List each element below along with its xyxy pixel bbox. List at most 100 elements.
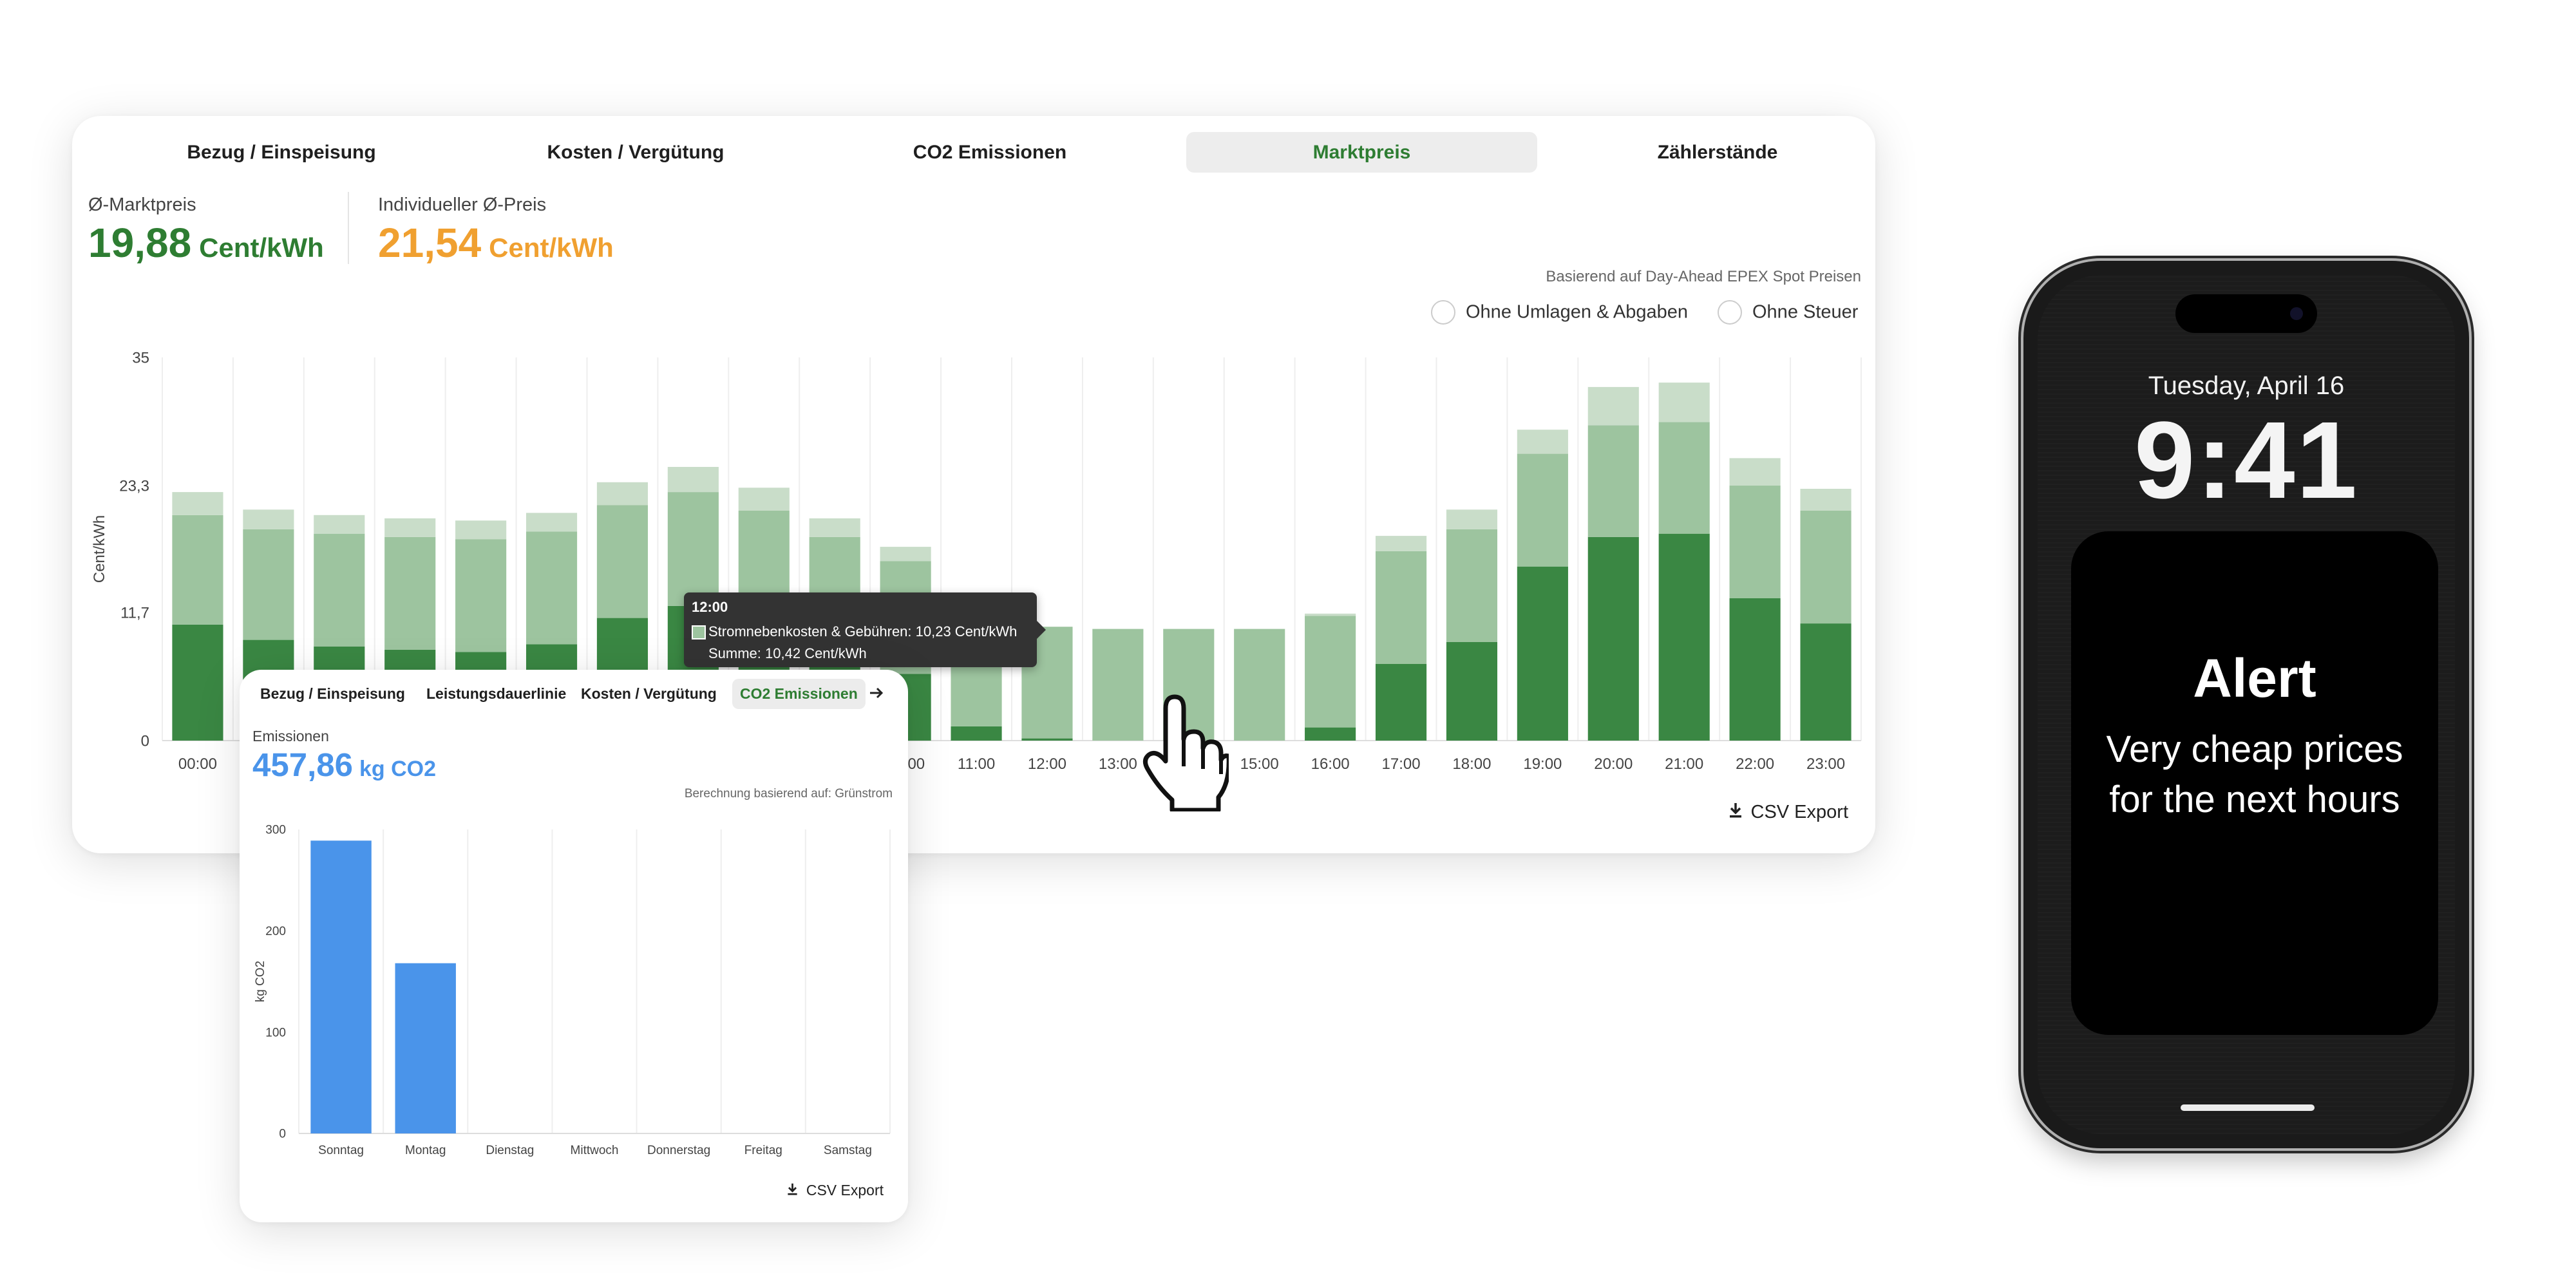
x-tick-label: 15:00 (1240, 755, 1279, 773)
bar-segment (738, 488, 790, 511)
bar-segment (243, 529, 294, 640)
bar-segment (455, 520, 507, 540)
camera-icon (2290, 307, 2303, 320)
csv-export-button-2[interactable]: CSV Export (786, 1182, 884, 1200)
bar-segment (1800, 489, 1852, 511)
tab-bezug-einspeisung[interactable]: Bezug / Einspeisung (187, 142, 376, 163)
bar-segment (880, 547, 931, 562)
x-tick-label: 11:00 (958, 755, 995, 773)
bar-segment (1658, 422, 1710, 534)
y-tick-label: 11,7 (120, 605, 149, 622)
bar-segment (1446, 642, 1498, 741)
bar-segment (243, 509, 294, 529)
x-tick-label: Montag (405, 1144, 446, 1157)
bar-segment (809, 518, 860, 537)
x-tick-label: 19:00 (1523, 755, 1562, 773)
tooltip-row: Stromnebenkosten & Gebühren: 10,23 Cent/… (708, 623, 1018, 639)
kpi-divider (348, 192, 349, 264)
bar-segment (1375, 664, 1427, 741)
tab-marktpreis[interactable]: Marktpreis (1186, 132, 1537, 173)
bar-segment (1587, 425, 1639, 537)
phone-volume-up-button (2020, 489, 2025, 560)
x-tick-label: Dienstag (486, 1144, 534, 1157)
bar-segment (1729, 458, 1781, 486)
x-tick-label: 22:00 (1736, 755, 1774, 773)
bar-segment (1092, 629, 1144, 741)
bar-segment (1305, 616, 1356, 728)
phone-volume-down-button (2020, 573, 2025, 644)
y-tick-label: 0 (141, 732, 149, 750)
option-ohne-umlagen[interactable]: Ohne Umlagen & Abgaben (1431, 300, 1688, 325)
tab2-co2-emissionen[interactable]: CO2 Emissionen (732, 679, 866, 709)
bar-segment (314, 515, 365, 534)
bar-segment (384, 536, 436, 650)
tab-zaehlerstaende[interactable]: Zählerstände (1657, 142, 1778, 163)
x-tick-label: Mittwoch (571, 1144, 619, 1157)
bar-segment (1800, 511, 1852, 624)
alert-notification[interactable]: Alert Very cheap prices for the next hou… (2071, 531, 2438, 1035)
x-tick-label: Sonntag (318, 1144, 364, 1157)
alert-title: Alert (2193, 648, 2316, 708)
bar-segment (1729, 485, 1781, 598)
kpi-individual-number: 21,54 (378, 220, 482, 266)
arrow-right-icon[interactable] (867, 684, 886, 705)
bar-segment (1658, 383, 1710, 422)
kpi-market-value: 19,88 Cent/kWh (88, 219, 324, 267)
radio-circle[interactable] (1718, 300, 1742, 325)
x-tick-label: Samstag (824, 1144, 872, 1157)
x-tick-label: 13:00 (1099, 755, 1137, 773)
bar-segment (172, 515, 223, 625)
phone-mockup: Tuesday, April 16 9:41 Alert Very cheap … (2023, 261, 2469, 1148)
phone-action-button (2020, 425, 2025, 464)
kpi-individual-unit: Cent/kWh (489, 232, 614, 263)
csv-export-label-2: CSV Export (806, 1182, 884, 1198)
kpi-market-number: 19,88 (88, 220, 192, 266)
tooltip-time: 12:00 (692, 599, 728, 615)
bar-segment (455, 539, 507, 652)
tab2-bezug-einspeisung[interactable]: Bezug / Einspeisung (260, 685, 405, 702)
bar-segment (314, 533, 365, 647)
bar-segment (172, 492, 223, 515)
tooltip-sum: Summe: 10,42 Cent/kWh (708, 645, 867, 661)
x-tick-label: 00:00 (178, 755, 217, 773)
y-tick-label: 100 (265, 1026, 286, 1039)
bar-segment (526, 513, 578, 532)
bar-segment (526, 531, 578, 645)
kpi-market-label: Ø-Marktpreis (88, 194, 196, 215)
co2-emissions-card: Bezug / Einspeisung Leistungsdauerlinie … (240, 670, 908, 1222)
bar-segment (1587, 536, 1639, 741)
x-tick-label: 17:00 (1382, 755, 1421, 773)
tab2-leistungsdauerlinie[interactable]: Leistungsdauerlinie (426, 685, 567, 702)
y-axis-label: Cent/kWh (91, 515, 108, 583)
kpi-individual-label: Individueller Ø-Preis (378, 194, 547, 215)
bar-segment (1375, 536, 1427, 551)
bar-segment (1305, 613, 1356, 616)
kpi-individual-value: 21,54 Cent/kWh (378, 219, 614, 267)
x-tick-label: 16:00 (1311, 755, 1350, 773)
emissions-label: Emissionen (252, 728, 329, 744)
bar-segment (395, 963, 456, 1133)
tab-co2-emissionen[interactable]: CO2 Emissionen (913, 142, 1067, 163)
emissions-number: 457,86 (252, 746, 353, 783)
tab-kosten-verguetung[interactable]: Kosten / Vergütung (547, 142, 724, 163)
lock-screen-time: 9:41 (2134, 399, 2359, 522)
chart-tooltip: 12:00 Stromnebenkosten & Gebühren: 10,23… (684, 592, 1046, 667)
y-tick-label: 200 (265, 925, 286, 938)
csv-export-label: CSV Export (1750, 802, 1849, 822)
home-indicator[interactable] (2181, 1104, 2315, 1111)
x-tick-label: Donnerstag (647, 1144, 710, 1157)
bar-segment (1517, 453, 1568, 567)
csv-export-button[interactable]: CSV Export (1728, 802, 1849, 824)
y-tick-label: 35 (132, 349, 149, 366)
bar-segment (596, 505, 649, 618)
bar-segment (596, 482, 649, 506)
radio-circle[interactable] (1431, 300, 1455, 325)
option-ohne-steuer[interactable]: Ohne Steuer (1718, 300, 1858, 325)
phone-power-button (2468, 515, 2473, 625)
tab2-kosten-verguetung[interactable]: Kosten / Vergütung (581, 685, 717, 702)
bar-segment (1446, 529, 1498, 642)
dynamic-island (2175, 294, 2317, 333)
bar-segment (1517, 430, 1568, 454)
main-tab-bar: Bezug / Einspeisung Kosten / Vergütung C… (104, 132, 1875, 173)
option-label: Ohne Umlagen & Abgaben (1466, 301, 1689, 323)
